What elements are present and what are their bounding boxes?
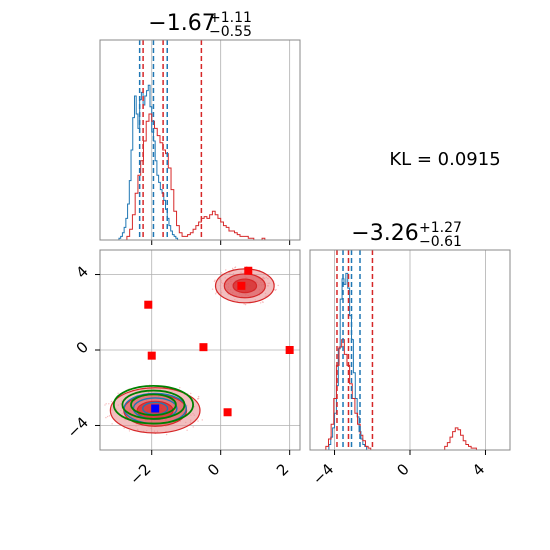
marginal-y-title-sub: −0.61 <box>419 234 462 250</box>
sample-point <box>197 398 199 400</box>
marginal-x-title-main: −1.67 <box>148 11 215 36</box>
sample-point <box>243 303 245 305</box>
marginal-y-x-ticks: −4 0 4 <box>309 450 488 488</box>
sample-point <box>260 302 262 304</box>
marginal-x-title-sub: −0.55 <box>209 24 252 40</box>
sample-point <box>179 386 181 389</box>
sample-point <box>192 426 194 428</box>
joint-y-ticks: −4 0 4 <box>64 263 100 442</box>
sample-point <box>117 392 119 395</box>
red-histogram <box>124 113 268 241</box>
sample-point <box>220 272 223 274</box>
red-square-marker <box>199 343 208 352</box>
sample-point <box>123 427 125 429</box>
sample-point <box>108 415 111 417</box>
sample-point <box>275 288 277 291</box>
sample-point <box>244 303 247 306</box>
y-tick-label: 0 <box>73 338 92 357</box>
sample-point <box>231 267 234 270</box>
sample-point <box>214 279 216 281</box>
sample-point <box>186 429 188 431</box>
sample-point <box>225 269 227 271</box>
sample-point <box>128 430 131 432</box>
x-tick-label: −2 <box>126 460 154 488</box>
sample-point <box>277 284 279 287</box>
x-tick-label: 0 <box>204 460 223 479</box>
x-tick-label: 2 <box>273 460 292 479</box>
sample-point <box>213 280 216 283</box>
joint-markers <box>144 266 294 417</box>
sample-point <box>104 404 106 406</box>
sample-point <box>105 403 107 405</box>
marginal-y-quantile-lines <box>336 250 374 450</box>
red-square-marker <box>223 408 232 417</box>
marginal-x-quantile-lines <box>138 40 203 240</box>
sample-point <box>190 392 192 395</box>
y-tick-label: −4 <box>64 413 92 441</box>
panel-marginal-x: −1.67 +1.11 −0.55 <box>99 10 301 245</box>
panel-marginal-y: −3.26 +1.27 −0.61 −4 0 4 <box>309 220 511 488</box>
sample-point <box>105 416 107 419</box>
joint-x-ticks: −2 0 2 <box>126 450 292 488</box>
green-ellipse <box>121 389 186 420</box>
marginal-y-title-sup: +1.27 <box>419 220 462 236</box>
marginal-y-histograms <box>323 272 480 451</box>
marginal-x-grid <box>151 40 291 245</box>
sample-point <box>110 400 113 403</box>
red-square-marker <box>237 281 246 290</box>
sample-point <box>106 415 109 418</box>
sample-point <box>211 288 214 290</box>
x-tick-label: 4 <box>469 460 488 479</box>
sample-point <box>108 403 110 405</box>
x-tick-label: 0 <box>393 460 412 479</box>
sample-point <box>111 423 113 425</box>
sample-point <box>234 266 237 268</box>
sample-point <box>214 293 217 295</box>
kl-label: KL = 0.0915 <box>389 149 500 170</box>
sample-point <box>201 419 203 421</box>
blue-histogram <box>326 272 369 451</box>
x-tick-label: −4 <box>309 460 337 488</box>
marginal-x-frame <box>99 39 301 241</box>
red-square-marker <box>144 300 153 309</box>
green-ellipse <box>112 384 195 425</box>
red-square-marker <box>244 266 253 275</box>
joint-contours <box>104 266 279 436</box>
red-square-marker <box>147 351 156 360</box>
marginal-x-title: −1.67 <box>148 11 215 36</box>
sample-point <box>165 433 168 436</box>
marginal-y-title-main: −3.26 <box>351 221 418 246</box>
marginal-x-histograms <box>117 84 268 241</box>
sample-point <box>197 420 199 422</box>
sample-point <box>197 395 200 398</box>
blue-square-marker <box>151 404 160 413</box>
blue-histogram <box>117 84 180 241</box>
red-histogram <box>323 339 480 451</box>
y-tick-label: 4 <box>73 263 92 282</box>
marginal-x-title-sup: +1.11 <box>209 10 252 26</box>
green-ellipse <box>130 393 177 416</box>
red-square-marker <box>285 346 294 354</box>
sample-point <box>261 301 264 303</box>
panel-joint: −2 0 2 −4 0 4 <box>64 249 301 488</box>
